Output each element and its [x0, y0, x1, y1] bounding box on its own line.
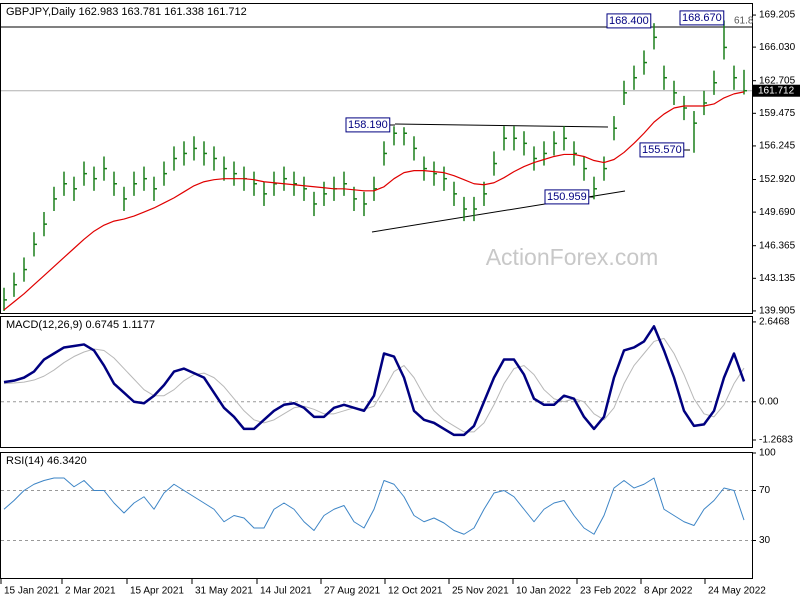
series-line: [3, 91, 745, 311]
y-tick-label: -1.2683: [759, 435, 793, 446]
y-tick-label: 159.475: [759, 108, 796, 119]
trend-line: [394, 123, 609, 128]
x-tick-label: 15 Jan 2021: [4, 586, 59, 597]
x-tick-label: 24 May 2022: [708, 586, 766, 597]
x-tick-label: 31 May 2021: [195, 586, 253, 597]
macd-panel: [0, 316, 753, 448]
annotation-box: [544, 189, 590, 205]
rsi-panel: [0, 452, 753, 579]
price-panel: [0, 3, 753, 314]
series-line: [3, 477, 745, 535]
annotation-box: [639, 142, 685, 158]
annotation: 61.8: [734, 16, 754, 27]
y-tick-label: 139.905: [759, 306, 796, 317]
annotation-box: [345, 117, 391, 133]
x-tick-label: 8 Apr 2022: [644, 586, 693, 597]
y-tick-label: 149.690: [759, 207, 796, 218]
y-tick-label: 2.6468: [759, 317, 790, 328]
last-price-label: 161.712: [758, 85, 795, 96]
y-tick-label: 169.205: [759, 10, 796, 21]
x-tick-label: 12 Oct 2021: [388, 586, 443, 597]
y-tick-label: 30: [759, 535, 771, 546]
y-tick-label: 152.920: [759, 174, 796, 185]
x-tick-label: 2 Mar 2021: [65, 586, 116, 597]
annotation-box: [606, 13, 652, 29]
y-tick-label: 0.00: [759, 396, 779, 407]
y-tick-label: 156.245: [759, 141, 796, 152]
y-tick-label: 143.135: [759, 273, 796, 284]
y-tick-label: 146.365: [759, 240, 796, 251]
x-tick-label: 23 Feb 2022: [580, 586, 637, 597]
watermark: ActionForex.com: [486, 244, 659, 270]
annotation: 158.190: [348, 119, 388, 131]
x-tick-label: 14 Jul 2021: [260, 586, 312, 597]
y-tick-label: 162.705: [759, 75, 796, 86]
annotation: 168.400: [609, 15, 649, 27]
annotation: 150.959: [547, 191, 587, 203]
series-line: [3, 325, 746, 437]
annotation-box: [679, 10, 725, 26]
series-line: [3, 337, 745, 433]
last-price-box: [753, 84, 800, 97]
y-tick-label: 100: [759, 448, 776, 459]
x-tick-label: 27 Aug 2021: [324, 586, 381, 597]
y-tick-label: 166.030: [759, 42, 796, 53]
annotation: 155.570: [642, 144, 682, 156]
x-tick-label: 10 Jan 2022: [516, 586, 571, 597]
panel-title: RSI(14) 46.3420: [6, 455, 87, 467]
x-tick-label: 15 Apr 2021: [130, 586, 184, 597]
x-tick-label: 25 Nov 2021: [452, 586, 509, 597]
annotation: 168.670: [682, 12, 722, 24]
y-tick-label: 70: [759, 485, 771, 496]
panel-title: GBPJPY,Daily 162.983 163.781 161.338 161…: [6, 6, 247, 18]
panel-title: MACD(12,26,9) 0.6745 1.1177: [6, 319, 155, 331]
